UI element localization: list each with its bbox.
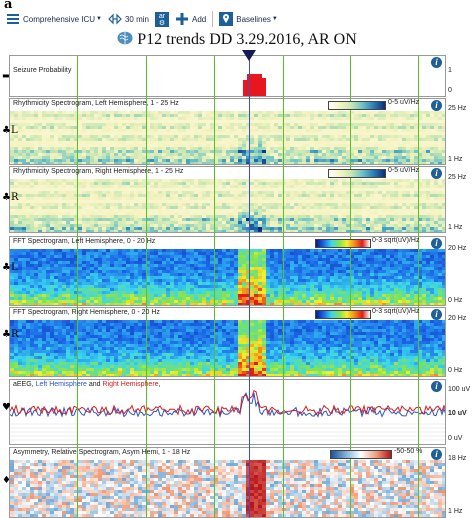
baselines-label: Baselines — [236, 14, 271, 24]
y-tick: 0 Hz — [448, 367, 463, 374]
y-tick: 10 uV — [448, 410, 467, 417]
info-icon[interactable]: i — [431, 168, 442, 179]
time-gridline — [283, 56, 284, 518]
y-tick: 18 Hz — [448, 455, 467, 462]
ar-label: ar — [158, 12, 166, 20]
colorbar — [315, 239, 371, 248]
rhythm-right-symbol: ♣R — [2, 192, 19, 203]
montage-menu[interactable]: Comprehensive ICU ▼ — [6, 12, 102, 26]
time-gridline — [214, 56, 215, 518]
timespan-label: 30 min — [124, 14, 149, 24]
info-icon[interactable]: i — [431, 381, 442, 392]
chevron-down-icon: ▼ — [271, 16, 278, 22]
y-tick: 0 — [448, 87, 452, 94]
aeeg-right-label: Right Hemisphere — [102, 381, 159, 388]
toolbar: Comprehensive ICU ▼ 30 min ar ⚙ Add Baseli… — [0, 8, 474, 30]
map-pin-icon — [219, 12, 234, 26]
fft-right-symbol: ♣R — [2, 329, 19, 340]
info-icon[interactable]: i — [431, 238, 442, 249]
aeeg-panel: aEEG, Left Hemisphere and Right Hemisphe… — [9, 379, 446, 445]
panel-label: Asymmetry, Relative Spectrogram, Asym He… — [13, 449, 191, 456]
aeeg-end: , — [158, 381, 161, 388]
artifact-reduction-icon: ar ⚙ — [155, 11, 169, 27]
colorbar-label: -50-50 % — [394, 448, 423, 455]
y-tick: 1 — [448, 67, 452, 74]
ar-gear: ⚙ — [158, 19, 166, 27]
rhythmicity-right-panel: Rhythmicity Spectrogram, Right Hemispher… — [9, 166, 446, 233]
hamburger-menu-icon — [7, 14, 19, 24]
colorbar — [328, 169, 386, 178]
toolbar-divider — [212, 11, 214, 27]
colorbar-label: 0-3 sqrt(uV)/Hz — [372, 237, 420, 244]
panel-label: FFT Spectrogram, Left Hemisphere, 0 - 20… — [13, 238, 156, 245]
add-label: Add — [192, 14, 207, 24]
panel-label: Seizure Probability — [13, 67, 72, 74]
aeeg-trace — [10, 389, 445, 441]
y-tick: 25 Hz — [448, 174, 467, 181]
asym-symbol: ♦ — [2, 475, 11, 486]
y-tick: 1 Hz — [448, 224, 463, 231]
brain-icon — [117, 31, 133, 45]
info-icon[interactable]: i — [431, 57, 442, 68]
seizure-row-symbol: ▬ — [2, 71, 10, 80]
montage-label: Comprehensive ICU — [23, 14, 96, 24]
plus-icon — [176, 13, 188, 25]
timespan-button[interactable]: 30 min — [108, 12, 149, 26]
asymmetry-panel: Asymmetry, Relative Spectrogram, Asym He… — [9, 447, 446, 518]
fft-right-heatmap — [10, 320, 445, 376]
rhythmicity-left-panel: Rhythmicity Spectrogram, Left Hemisphere… — [9, 98, 446, 165]
artifact-reduction-button[interactable]: ar ⚙ — [155, 11, 169, 27]
rhythm-left-symbol: ♣L — [2, 125, 18, 136]
time-gridline — [418, 56, 419, 518]
colorbar — [330, 450, 392, 459]
rhythmicity-left-heatmap — [10, 111, 445, 164]
y-tick: 25 Hz — [448, 105, 467, 112]
panel-label: FFT Spectrogram, Right Hemisphere, 0 - 2… — [13, 309, 160, 316]
baselines-menu[interactable]: Baselines ▼ — [219, 12, 278, 26]
info-icon[interactable]: i — [431, 309, 442, 320]
title-text: P12 trends DD 3.29.2016, AR ON — [137, 31, 357, 48]
asymmetry-heatmap — [10, 460, 445, 517]
y-tick: 1 Hz — [448, 508, 463, 515]
y-tick: 100 uV — [448, 386, 471, 393]
figure-letter: a — [4, 0, 13, 12]
fft-left-symbol: ♣L — [2, 262, 18, 273]
fft-left-panel: FFT Spectrogram, Left Hemisphere, 0 - 20… — [9, 236, 446, 306]
panel-label: Rhythmicity Spectrogram, Right Hemispher… — [13, 168, 184, 175]
y-tick: 0 uV — [448, 435, 463, 442]
y-tick: 20 Hz — [448, 245, 467, 252]
panel-label: Rhythmicity Spectrogram, Left Hemisphere… — [13, 100, 179, 107]
seizure-probability-panel: Seizure Probability i — [9, 55, 446, 97]
colorbar-label: 0-3 sqrt(uV)/Hz — [372, 308, 420, 315]
fft-right-panel: FFT Spectrogram, Right Hemisphere, 0 - 2… — [9, 307, 446, 377]
colorbar-label: 0-5 uV/Hz — [388, 99, 420, 106]
colorbar — [315, 310, 371, 319]
colorbar — [328, 101, 386, 110]
add-button[interactable]: Add — [175, 12, 206, 26]
time-cursor[interactable] — [249, 58, 250, 518]
aeeg-symbol: ♥ — [2, 402, 11, 413]
time-gridline — [77, 56, 78, 518]
time-gridline — [146, 56, 147, 518]
panel-label: aEEG, Left Hemisphere and Right Hemisphe… — [13, 381, 161, 388]
page-title: P12 trends DD 3.29.2016, AR ON — [0, 31, 474, 49]
rhythmicity-right-heatmap — [10, 179, 445, 232]
fft-left-heatmap — [10, 249, 445, 305]
chevron-down-icon: ▼ — [96, 16, 102, 22]
aeeg-left-label: Left Hemisphere — [35, 381, 87, 388]
aeeg-and: and — [86, 381, 103, 388]
y-tick: 20 Hz — [448, 315, 467, 322]
aeeg-prefix: aEEG, — [13, 381, 36, 388]
cursor-marker-icon[interactable] — [242, 50, 256, 62]
colorbar-label: 0-5 uV/Hz — [388, 167, 420, 174]
info-icon[interactable]: i — [431, 449, 442, 460]
time-gridline — [350, 56, 351, 518]
seizure-probability-bars — [243, 74, 266, 96]
y-tick: 0 Hz — [448, 297, 463, 304]
info-icon[interactable]: i — [431, 100, 442, 111]
y-tick: 1 Hz — [448, 156, 463, 163]
expand-arrows-icon — [108, 13, 122, 25]
